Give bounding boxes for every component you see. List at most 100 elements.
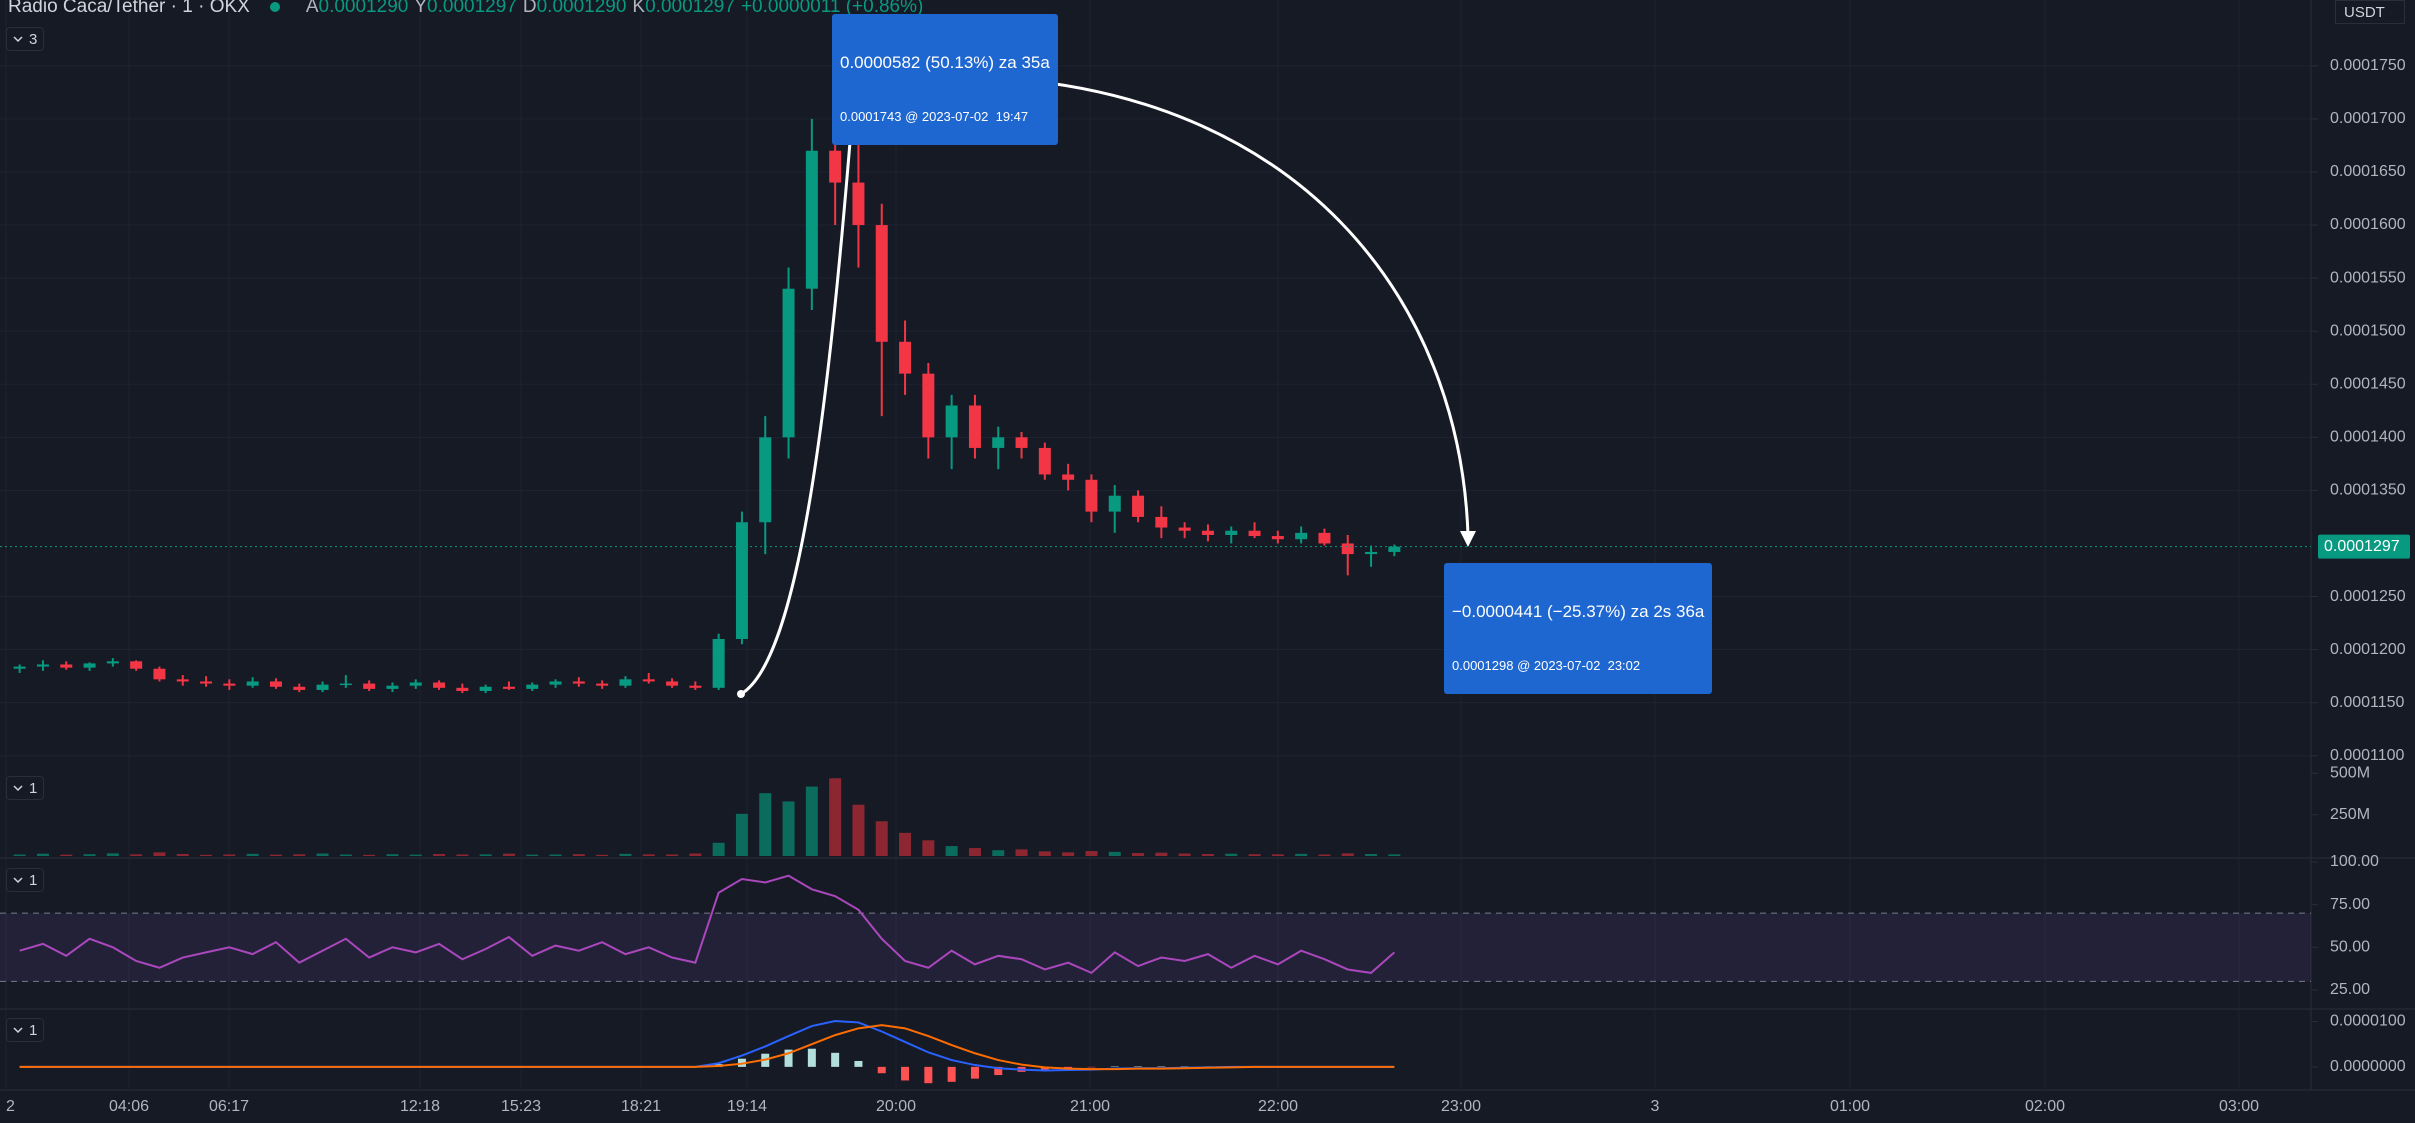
histogram-bar	[1064, 1066, 1073, 1069]
y-tick-label: 0.0001400	[2330, 429, 2406, 446]
candle-body	[689, 685, 702, 688]
y-tick-label: 0.0001200	[2330, 641, 2406, 658]
y-tick-label: 0.0001650	[2330, 163, 2406, 180]
volume-bar	[1225, 853, 1238, 856]
candle-body	[642, 679, 655, 682]
histogram-bar	[901, 1066, 910, 1081]
histogram-bar	[994, 1066, 1003, 1076]
volume-bar	[596, 854, 609, 856]
volume-bar	[1015, 849, 1028, 856]
volume-bar	[1341, 853, 1354, 856]
volume-bar	[153, 852, 166, 856]
currency-button[interactable]: USDT	[2335, 0, 2405, 24]
volume-bar	[1318, 854, 1331, 856]
volume-bar	[433, 854, 446, 856]
volume-bar	[1248, 854, 1261, 856]
volume-bar	[1201, 854, 1214, 856]
candle-body	[130, 661, 143, 669]
measure-label: 0.0000582 (50.13%) za 35a 0.0001743 @ 20…	[832, 14, 1058, 145]
volume-bar	[666, 854, 679, 856]
candle-body	[992, 437, 1005, 448]
candle-body	[1295, 532, 1308, 540]
pane-toggle[interactable]: 3	[6, 27, 45, 51]
ohlc-legend: A0.0001290 Y0.0001297 D0.0001290 K0.0001297	[300, 0, 735, 18]
candle-body	[596, 683, 609, 686]
histogram-bar	[924, 1066, 933, 1084]
histogram-bar	[784, 1049, 793, 1067]
candle-body	[875, 225, 888, 342]
volume-bar	[106, 853, 119, 856]
last-price-tag	[2318, 534, 2410, 559]
volume-bar	[852, 804, 865, 856]
candle-body	[269, 681, 282, 687]
y-tick-label: 0.0000000	[2330, 1058, 2406, 1075]
candle-body	[1341, 543, 1354, 555]
legend-key: D	[522, 0, 537, 17]
x-tick-label: 01:00	[1830, 1098, 1870, 1115]
legend-key: K	[632, 0, 646, 17]
measure-detail: 0.0001298 @ 2023-07-02 23:02	[1452, 658, 1641, 673]
candle-body	[1085, 479, 1098, 512]
y-tick-label: 0.0001500	[2330, 322, 2406, 339]
volume-bar	[782, 801, 795, 856]
candle-body	[922, 373, 935, 438]
candle-body	[200, 681, 213, 684]
candle-body	[759, 437, 772, 523]
volume-bar	[526, 854, 539, 856]
candle-body	[363, 683, 376, 689]
pane-toggle[interactable]: 1	[6, 776, 45, 800]
arrow-head	[1460, 531, 1476, 547]
candle-body	[409, 682, 422, 686]
chevron	[13, 1026, 23, 1033]
volume-bar	[339, 854, 352, 856]
volume-bar	[479, 854, 492, 856]
y-tick-label: 0.0001600	[2330, 216, 2406, 233]
candle-body	[502, 686, 515, 689]
x-tick-label: 19:14	[727, 1098, 767, 1115]
legend-value: 0.0001290	[536, 0, 627, 17]
volume-bar	[13, 854, 26, 856]
x-tick-label: 02:00	[2025, 1098, 2065, 1115]
candle-body	[246, 681, 259, 686]
volume-bar	[316, 853, 329, 856]
volume-bar	[619, 853, 632, 856]
volume-bar	[293, 854, 306, 856]
candle-body	[1318, 532, 1331, 544]
y-tick-label: 0.0000100	[2330, 1013, 2406, 1030]
volume-bar	[1365, 854, 1378, 856]
volume-bar	[502, 853, 515, 856]
y-tick-label: 0.0001100	[2330, 747, 2405, 764]
pane-toggle[interactable]: 1	[6, 868, 45, 892]
y-tick-label: 50.00	[2330, 939, 2370, 956]
candle-body	[899, 341, 912, 374]
y-tick-label: 0.0001150	[2330, 694, 2405, 711]
pane-label: 1	[29, 779, 38, 797]
candle-body	[1132, 495, 1145, 517]
candle-body	[1388, 546, 1401, 552]
y-tick-label: 0.0001750	[2330, 57, 2406, 74]
candle-body	[1155, 516, 1168, 528]
x-tick-label: 06:17	[209, 1098, 249, 1115]
candle-body	[1225, 530, 1238, 535]
volume-bar	[992, 850, 1005, 856]
pane-label: 1	[29, 1021, 38, 1039]
candle-body	[433, 682, 446, 688]
histogram-bar	[970, 1066, 979, 1079]
change: +0.0000011 (+0.86%)	[740, 0, 924, 17]
volume-bar	[246, 853, 259, 856]
histogram-bar	[947, 1066, 956, 1082]
histogram-bar	[831, 1052, 840, 1067]
volume-bar	[1132, 853, 1145, 856]
volume-bar	[945, 846, 958, 856]
y-tick-label: 25.00	[2330, 981, 2370, 998]
pane-toggle[interactable]: 1	[6, 1018, 45, 1042]
volume-bar	[689, 853, 702, 856]
candle-body	[666, 681, 679, 686]
x-tick-label: 2	[6, 1098, 15, 1115]
candle-body	[153, 668, 166, 680]
header: Radio Caca/Tether · 1 · OKX A0.0001290 Y0…	[8, 0, 923, 18]
macd-line	[19, 1024, 1395, 1071]
chevron	[13, 784, 23, 791]
arrow-start	[737, 690, 745, 698]
